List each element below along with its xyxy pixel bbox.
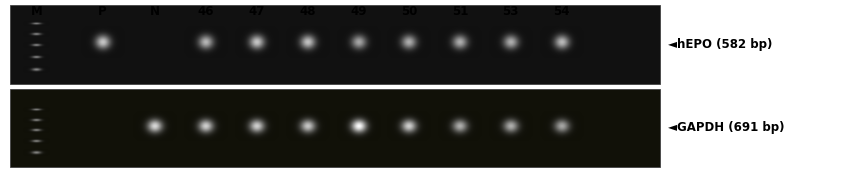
Text: 54: 54 xyxy=(553,5,570,18)
Bar xyxy=(10,5,660,84)
Text: 46: 46 xyxy=(197,5,214,18)
Text: M: M xyxy=(30,5,43,18)
Text: 50: 50 xyxy=(401,5,417,18)
Text: N: N xyxy=(149,5,160,18)
Text: ◄GAPDH (691 bp): ◄GAPDH (691 bp) xyxy=(668,121,785,134)
Text: P: P xyxy=(98,5,107,18)
Text: 53: 53 xyxy=(503,5,518,18)
Text: 47: 47 xyxy=(249,5,265,18)
Text: 48: 48 xyxy=(299,5,317,18)
Text: ◄hEPO (582 bp): ◄hEPO (582 bp) xyxy=(668,38,773,51)
Bar xyxy=(10,89,660,167)
Text: 49: 49 xyxy=(350,5,367,18)
Text: 51: 51 xyxy=(452,5,468,18)
